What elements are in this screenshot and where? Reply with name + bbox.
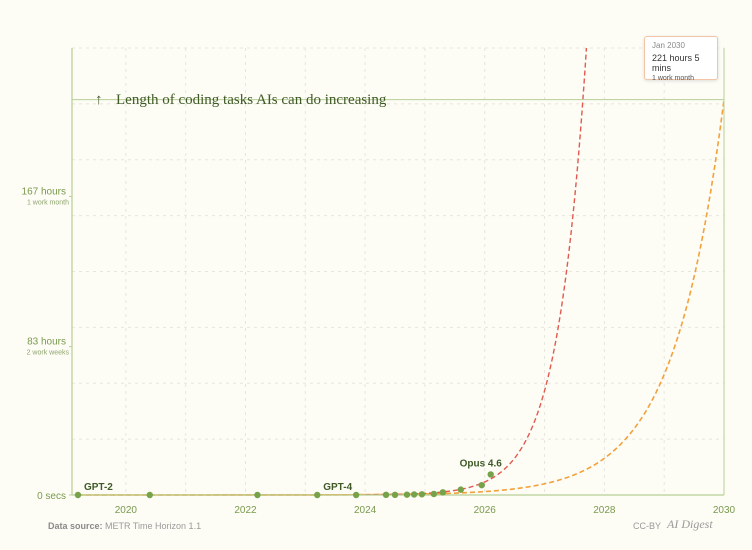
data-point [254,491,261,499]
data-point [146,491,153,499]
y-tick-sublabel: 2 work weeks [27,350,70,357]
x-tick-label: 2030 [713,505,736,516]
tooltip: Jan 2030 221 hours 5 mins 1 work month [644,36,718,82]
slow-trend-line [77,99,725,496]
labels-layer: GPT-2 GPT-4 Opus 4.6 [84,458,502,493]
data-point [403,491,411,498]
model-annotation: Opus 4.6 [460,458,503,469]
data-point [382,491,390,499]
data-point [74,491,82,499]
x-tick-label: 2020 [115,505,138,516]
data-point [487,471,494,478]
chart-title: ↑ Length of coding tasks AIs can do incr… [95,92,387,108]
data-point [430,490,438,498]
tooltip-value: 221 hours 5 mins [652,53,700,73]
data-source-value: METR Time Horizon 1.1 [105,521,202,531]
data-source-label: Data source: [48,521,103,531]
data-point [457,486,465,493]
grid-layer [72,47,725,495]
tooltip-date: Jan 2030 [652,41,685,50]
x-tick-label: 2024 [354,505,377,516]
y-tick-label: 167 hours [22,186,66,197]
x-tick-label: 2022 [234,505,257,516]
data-point [391,491,399,499]
fast-trend-line [365,47,588,496]
data-point [478,481,485,489]
y-tick-label: 83 hours [27,337,66,348]
axis-layer: 0 secs 83 hours 2 work weeks 167 hours 1 wor… [22,48,736,516]
data-point [418,491,426,498]
data-point [410,491,418,498]
y-tick-label: 0 secs [37,491,66,502]
data-point [352,491,360,499]
data-point [314,491,321,499]
x-tick-label: 2028 [593,505,616,516]
data-source: Data source: METR Time Horizon 1.1 [48,521,201,531]
chart-title-arrow: ↑ [95,92,103,108]
y-tick-sublabel: 1 work month [27,199,69,206]
model-annotation: GPT-2 [84,482,113,493]
data-point [439,489,447,496]
points-layer [74,471,494,499]
tooltip-sub: 1 work month [652,75,695,82]
license-label: CC-BY [633,521,662,531]
model-annotation: GPT-4 [323,482,352,493]
ai-digest-logo[interactable]: AI Digest [667,517,713,531]
chart-title-text: Length of coding tasks AIs can do increa… [116,92,387,108]
x-tick-label: 2026 [474,505,497,516]
